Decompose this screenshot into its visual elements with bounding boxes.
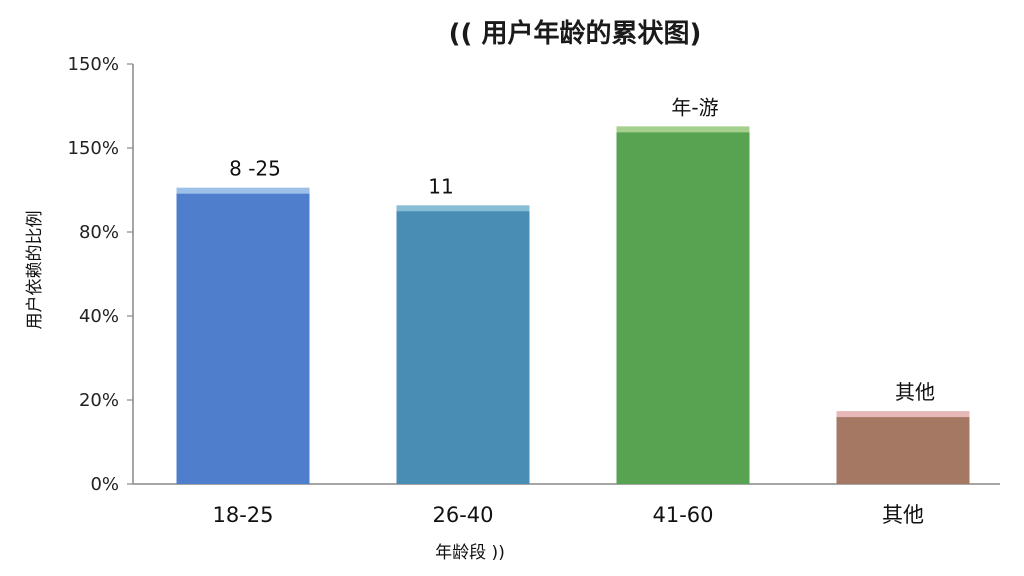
bar xyxy=(616,130,750,485)
y-tick-label: 20% xyxy=(79,390,119,411)
y-tick-label: 0% xyxy=(90,474,119,495)
y-tick-label: 40% xyxy=(79,306,119,327)
bar-cap xyxy=(396,205,530,212)
bar-data-label: 8 -25 xyxy=(229,157,281,181)
bar-data-label: 年-游 xyxy=(671,95,718,119)
bar-data-label: 其他 xyxy=(895,380,935,404)
y-tick-label: 150% xyxy=(68,138,119,159)
x-category-label: 18-25 xyxy=(212,503,273,527)
x-category-label: 26-40 xyxy=(432,503,493,527)
y-tick-label: 80% xyxy=(79,222,119,243)
y-axis-title: 用户依赖的比例 xyxy=(25,211,45,330)
x-axis-title: 年龄段 )) xyxy=(435,543,505,563)
bar-cap xyxy=(176,187,310,194)
bar-data-label: 11 xyxy=(428,174,453,198)
bar-cap xyxy=(836,411,970,418)
bar-cap xyxy=(616,126,750,133)
bar xyxy=(396,209,530,484)
y-tick-label: 150% xyxy=(68,54,119,75)
bar xyxy=(176,191,310,484)
chart-title: (( 用户年龄的累状图) xyxy=(449,18,702,49)
x-category-label: 41-60 xyxy=(652,503,713,527)
bar xyxy=(836,415,970,484)
x-category-label: 其他 xyxy=(882,503,924,527)
